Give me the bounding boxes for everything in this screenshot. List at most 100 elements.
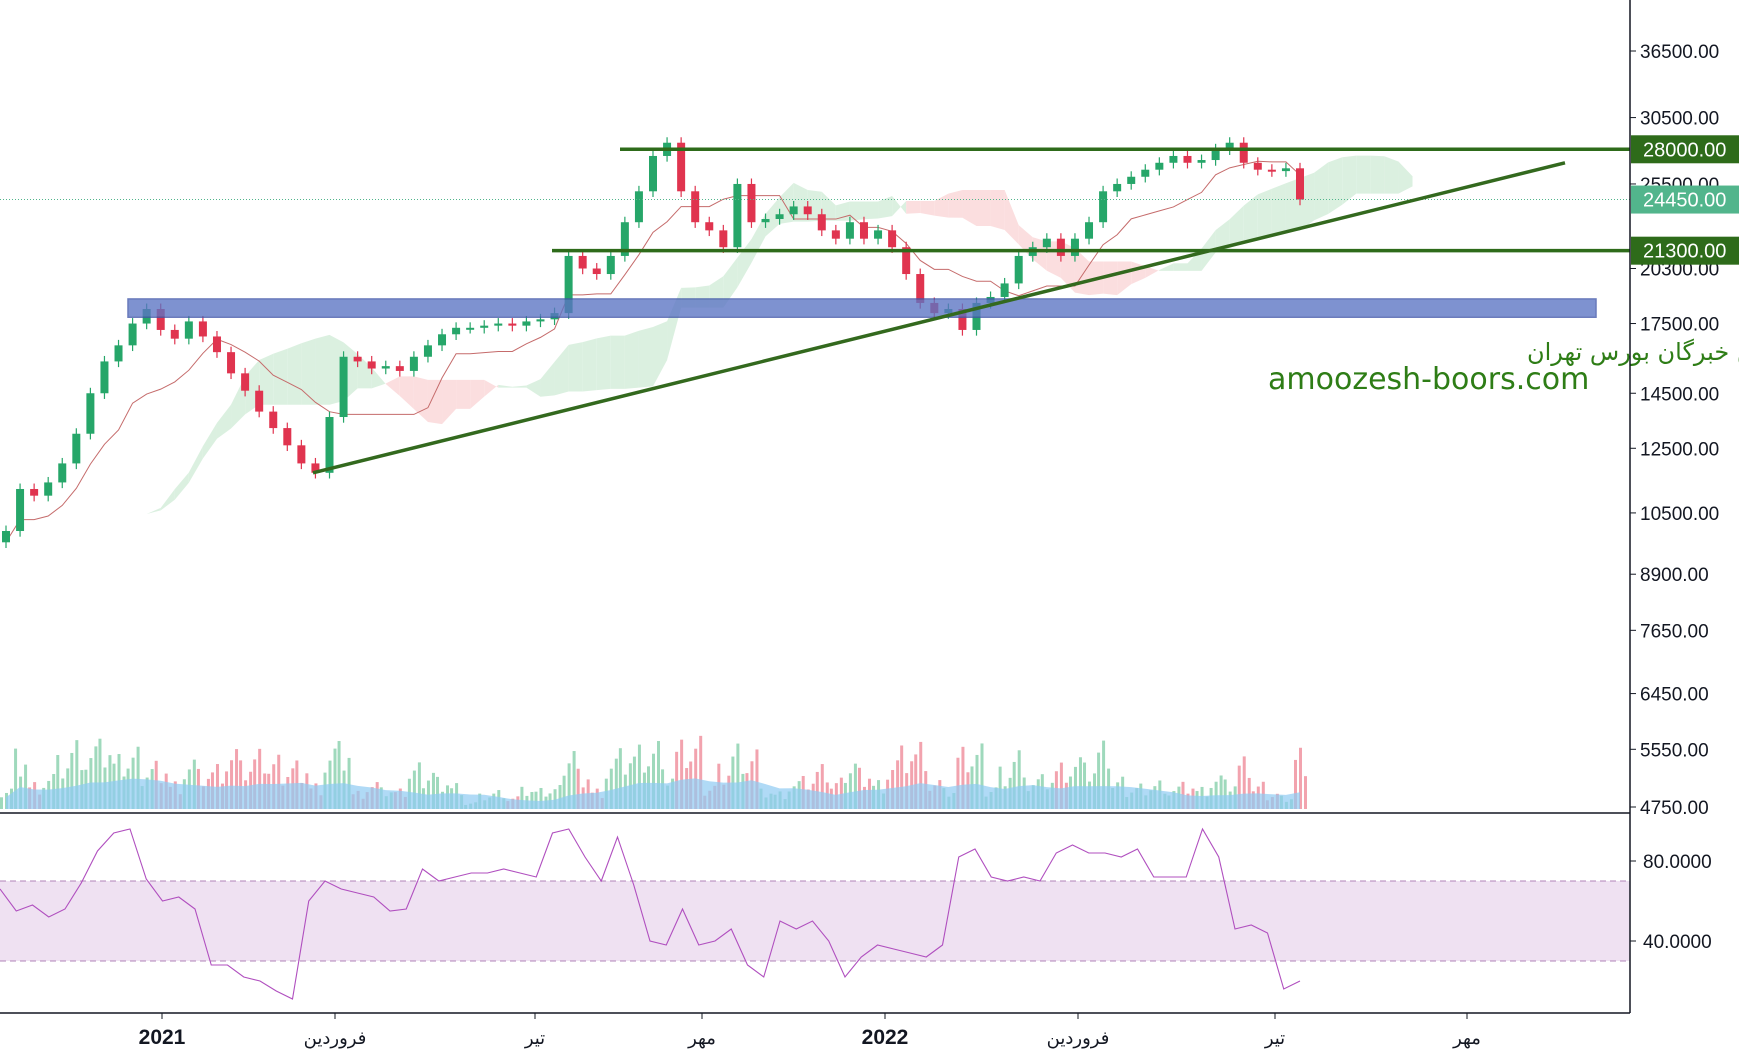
candle-body	[958, 308, 967, 330]
cloud-segment	[160, 489, 175, 511]
price-tag	[1631, 185, 1739, 214]
volume-bar	[975, 754, 979, 809]
volume-bar	[680, 739, 684, 809]
volume-bar	[70, 752, 74, 809]
volume-bar	[1294, 759, 1297, 809]
price-tick-label: 10500.00	[1640, 504, 1719, 525]
cloud-segment	[554, 344, 569, 396]
candle-body	[888, 230, 897, 248]
volume-bar	[699, 735, 703, 809]
rsi-tick-label: 40.0000	[1643, 932, 1712, 953]
candle-body	[381, 366, 390, 369]
price-tag	[1631, 135, 1739, 164]
volume-bar	[215, 764, 219, 809]
candle-body	[1141, 169, 1150, 177]
volume-bar	[853, 763, 857, 809]
price-axis[interactable]: 36500.0030500.0025500.0020300.0017500.00…	[1630, 42, 1739, 819]
price-tag-label: 28000.00	[1643, 139, 1726, 161]
candle-body	[564, 255, 573, 314]
candle-body	[269, 411, 278, 429]
rsi-axis[interactable]: 80.0000 40.0000	[1630, 852, 1712, 953]
cloud-segment	[1145, 266, 1160, 278]
rsi-tick-label: 80.0000	[1643, 852, 1712, 873]
candle-body	[1099, 191, 1108, 223]
volume-bar	[530, 792, 534, 809]
volume-bar	[520, 786, 524, 809]
price-plot[interactable]	[0, 137, 1630, 809]
cloud-segment	[442, 379, 457, 425]
volume-bar	[675, 751, 679, 809]
cloud-segment	[526, 379, 541, 397]
candle-body	[1296, 168, 1304, 200]
time-tick-label: فروردین	[304, 1028, 367, 1049]
volume-bar	[558, 785, 562, 809]
volume-bar	[277, 754, 281, 809]
volume-bar	[618, 748, 622, 809]
volume-bar	[192, 759, 196, 809]
volume-bar	[258, 748, 262, 809]
cloud-segment	[1398, 161, 1413, 194]
candle-body	[1267, 169, 1276, 172]
cloud-segment	[596, 335, 611, 391]
cloud-segment	[315, 334, 330, 405]
time-axis[interactable]: 2021 فروردین تیر مهر 2022 فروردین تیر مهر	[139, 1013, 1481, 1049]
cloud-segment	[1117, 261, 1132, 296]
price-tick-label: 6450.00	[1640, 685, 1709, 706]
cloud-segment	[1004, 190, 1019, 245]
price-tick-label: 36500.00	[1640, 42, 1719, 63]
volume-bar	[1097, 752, 1101, 809]
volume-bar	[333, 748, 337, 809]
volume-bar	[1247, 777, 1251, 809]
cloud-segment	[1384, 156, 1399, 194]
candle-body	[494, 323, 503, 326]
candle-body	[283, 428, 292, 446]
rsi-pane[interactable]	[0, 827, 1630, 1000]
candle-body	[438, 334, 447, 346]
candle-body	[16, 488, 25, 532]
volume-bar	[998, 766, 1002, 809]
cloud-segment	[1257, 188, 1272, 240]
candle-body	[817, 214, 826, 231]
volume-bar	[980, 743, 984, 809]
cloud-segment	[990, 190, 1005, 230]
cloud-segment	[948, 190, 963, 218]
candle-body	[1211, 149, 1220, 161]
volume-bar	[820, 764, 824, 809]
baseline-line	[5, 160, 1301, 543]
volume-bar	[567, 763, 571, 809]
volume-bar	[914, 754, 918, 809]
volume-bar	[562, 775, 566, 809]
cloud-segment	[146, 507, 161, 515]
volume-bar	[572, 751, 576, 809]
candle-body	[100, 361, 109, 394]
cloud-segment	[920, 200, 935, 216]
time-tick-label: تیر	[524, 1028, 545, 1049]
candle-body	[480, 325, 489, 328]
candle-body	[874, 230, 883, 239]
volume-bar	[412, 770, 416, 809]
candle-body	[789, 206, 798, 215]
candle-body	[72, 433, 81, 464]
price-tick-label: 20300.00	[1640, 260, 1719, 281]
volume-bar	[235, 749, 239, 809]
candle-body	[761, 219, 770, 223]
price-tick-label: 17500.00	[1640, 315, 1719, 336]
rsi-line	[0, 827, 1301, 1000]
candle-body	[452, 327, 461, 335]
volume-bar	[576, 768, 580, 809]
cloud-segment	[371, 367, 386, 389]
candle-body	[156, 308, 165, 330]
cloud-segment	[399, 376, 414, 410]
volume-bar	[961, 746, 965, 809]
cloud-segment	[216, 404, 232, 439]
candle-body	[747, 183, 756, 223]
candle-body	[508, 323, 517, 326]
candle-body	[395, 366, 404, 371]
cloud-segment	[934, 193, 949, 218]
volume-bars	[0, 735, 1307, 809]
cloud-segment	[301, 338, 316, 405]
cloud-segment	[1131, 261, 1146, 285]
candle-body	[775, 214, 784, 220]
volume-bar	[815, 771, 819, 809]
candle-body	[522, 321, 531, 326]
